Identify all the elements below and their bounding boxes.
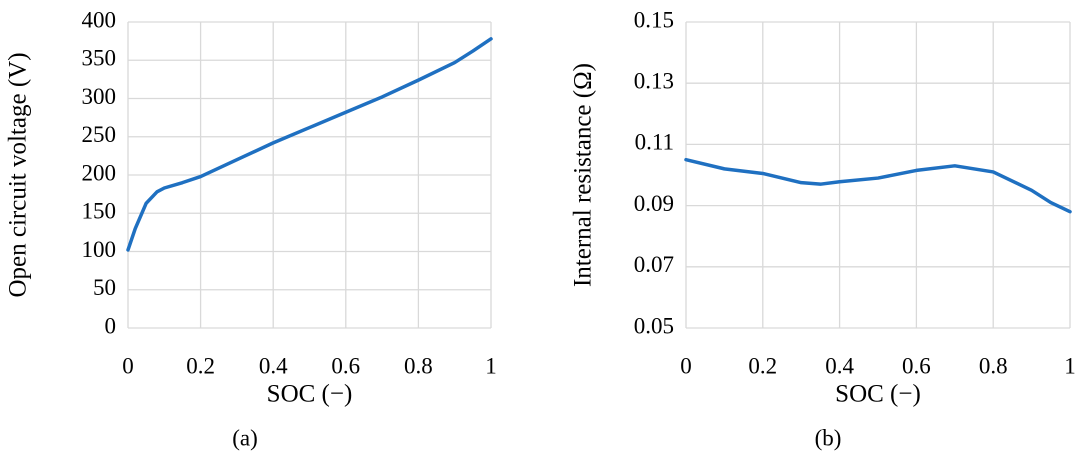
y-tick-label: 150 <box>82 199 117 224</box>
y-axis-label: Open circuit voltage (V) <box>5 52 32 297</box>
x-tick-label: 0.8 <box>404 353 433 378</box>
x-tick-label: 0.2 <box>748 353 777 378</box>
caption: (b) <box>815 425 842 450</box>
y-tick-label: 400 <box>82 7 117 32</box>
y-tick-label: 350 <box>82 46 117 71</box>
y-tick-label: 300 <box>82 84 117 109</box>
y-tick-label: 0.13 <box>634 68 674 93</box>
y-tick-label: 0.09 <box>634 191 674 216</box>
x-tick-label: 1 <box>485 353 497 378</box>
x-tick-label: 0.6 <box>902 353 931 378</box>
x-tick-label: 0.2 <box>186 353 215 378</box>
y-tick-label: 0 <box>105 313 117 338</box>
x-tick-label: 0.4 <box>825 353 854 378</box>
caption: (a) <box>232 425 258 450</box>
y-tick-label: 0.05 <box>634 313 674 338</box>
x-axis-label: SOC (−) <box>267 381 353 408</box>
y-tick-label: 200 <box>82 160 117 185</box>
y-tick-label: 250 <box>82 122 117 147</box>
y-tick-label: 0.07 <box>634 252 674 277</box>
y-axis-label: Internal resistance (Ω) <box>570 63 597 287</box>
data-line <box>126 37 493 252</box>
y-tick-label: 0.11 <box>635 130 674 155</box>
y-tick-label: 100 <box>82 237 117 262</box>
y-tick-label: 0.15 <box>634 7 674 32</box>
x-tick-label: 0 <box>680 353 692 378</box>
x-tick-label: 0 <box>122 353 134 378</box>
x-tick-label: 0.6 <box>331 353 360 378</box>
data-line <box>684 157 1072 214</box>
x-tick-label: 1 <box>1064 353 1076 378</box>
y-tick-label: 50 <box>93 275 116 300</box>
x-tick-label: 0.4 <box>259 353 288 378</box>
x-tick-label: 0.8 <box>979 353 1008 378</box>
x-axis-label: SOC (−) <box>835 381 921 408</box>
